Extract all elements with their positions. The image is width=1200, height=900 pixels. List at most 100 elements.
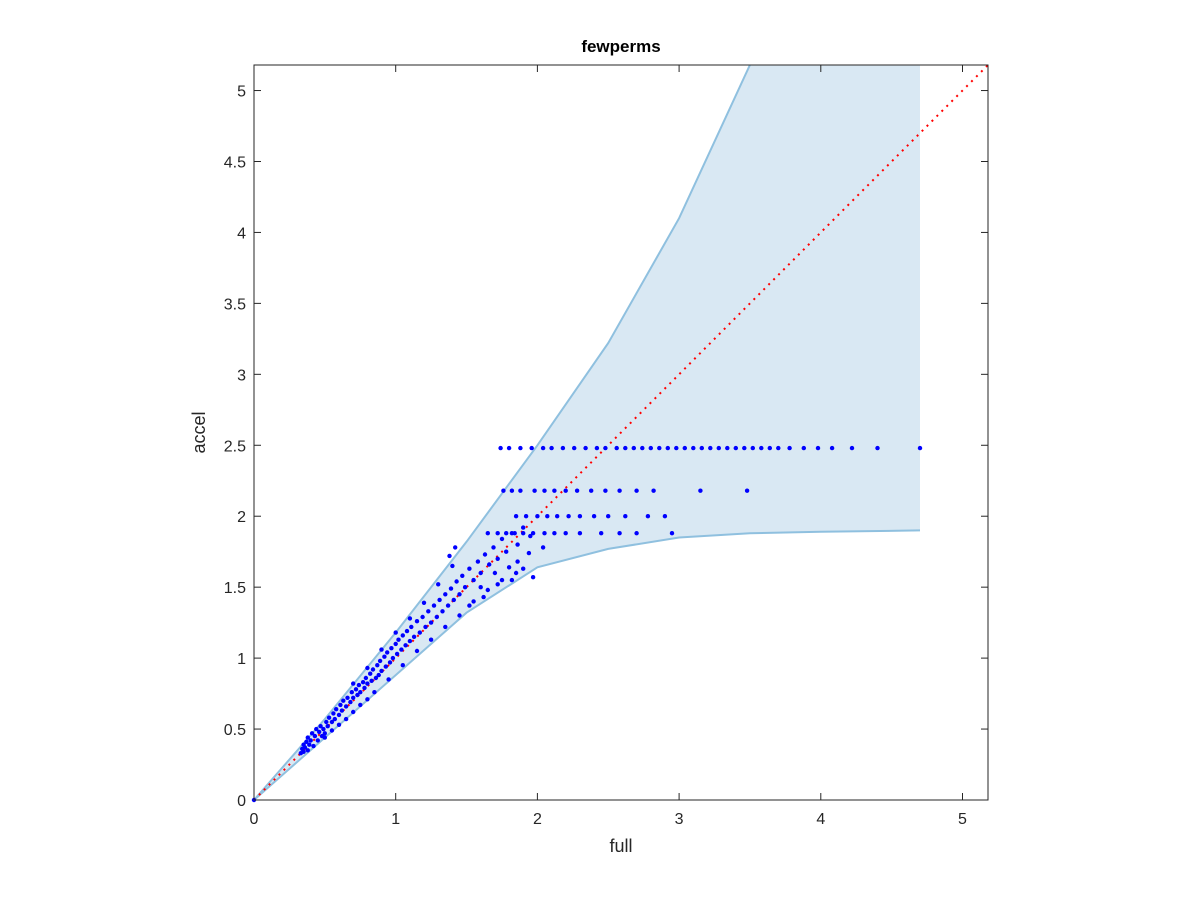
data-point	[566, 514, 571, 519]
x-tick-label: 3	[675, 811, 684, 828]
data-point	[506, 445, 512, 451]
data-point	[589, 488, 594, 493]
data-point	[744, 488, 750, 493]
data-point	[542, 531, 547, 536]
data-point	[501, 488, 506, 493]
data-point	[526, 550, 532, 556]
data-point	[317, 729, 322, 735]
data-point	[665, 445, 670, 451]
data-point	[358, 690, 363, 695]
data-point	[351, 709, 356, 715]
data-point	[599, 531, 604, 536]
data-point	[583, 445, 588, 451]
data-point	[377, 658, 383, 664]
data-point	[532, 488, 537, 493]
data-point	[577, 514, 583, 519]
data-point	[801, 445, 806, 451]
data-point	[467, 603, 472, 608]
data-point	[499, 536, 505, 542]
data-point	[634, 531, 639, 536]
data-point	[542, 488, 547, 493]
data-point	[332, 716, 337, 722]
data-point	[400, 633, 405, 638]
data-point	[351, 681, 356, 686]
data-point	[614, 445, 619, 451]
data-point	[482, 552, 488, 557]
data-point	[530, 531, 536, 536]
data-point	[348, 699, 353, 705]
data-point	[552, 488, 557, 493]
data-point	[515, 542, 520, 547]
data-point	[326, 715, 332, 720]
data-point	[617, 488, 622, 493]
y-tick-label: 3.5	[224, 296, 246, 313]
data-point	[379, 647, 384, 652]
data-point	[411, 634, 417, 639]
data-point	[631, 445, 636, 451]
data-point	[321, 726, 326, 732]
data-point	[759, 445, 764, 451]
data-point	[436, 582, 441, 587]
data-point	[334, 707, 339, 712]
data-point	[518, 445, 523, 451]
data-point	[617, 531, 622, 536]
data-point	[485, 587, 490, 593]
data-point	[331, 711, 336, 716]
data-point	[417, 630, 422, 635]
data-point	[640, 445, 645, 451]
data-point	[815, 445, 821, 451]
data-point	[574, 488, 580, 493]
data-point	[353, 687, 359, 692]
data-point	[674, 445, 679, 451]
data-point	[523, 514, 529, 519]
data-point	[393, 641, 398, 647]
data-point	[365, 681, 370, 686]
data-point	[396, 637, 401, 642]
y-tick-label: 2.5	[224, 438, 246, 455]
x-axis-label: full	[609, 836, 632, 856]
data-point	[448, 586, 454, 591]
data-point	[549, 445, 554, 451]
data-point	[360, 680, 366, 685]
data-point	[495, 531, 500, 536]
data-point	[492, 570, 498, 576]
data-point	[386, 677, 391, 682]
x-tick-label: 0	[250, 811, 259, 828]
data-point	[481, 594, 486, 600]
data-point	[414, 648, 420, 654]
data-point	[375, 663, 380, 668]
data-point	[399, 647, 404, 652]
data-point	[368, 671, 373, 676]
data-points	[251, 445, 923, 803]
data-point	[318, 724, 323, 729]
data-point	[563, 531, 568, 536]
data-point	[512, 531, 517, 536]
data-point	[495, 556, 500, 561]
data-point	[478, 570, 483, 576]
data-point	[447, 553, 452, 559]
data-point	[767, 445, 772, 451]
data-point	[450, 563, 455, 569]
data-point	[437, 597, 442, 603]
data-point	[358, 702, 363, 708]
data-point	[485, 531, 490, 536]
data-point	[518, 488, 523, 493]
data-point	[462, 585, 468, 590]
data-point	[509, 577, 515, 583]
data-point	[355, 692, 360, 698]
data-point	[560, 445, 566, 451]
data-point	[716, 445, 721, 451]
y-tick-label: 4.5	[224, 154, 246, 171]
data-point	[498, 445, 503, 451]
data-point	[409, 624, 414, 630]
data-point	[372, 690, 377, 695]
data-point	[305, 735, 310, 740]
data-point	[428, 637, 434, 642]
chart-title: fewperms	[581, 37, 660, 56]
data-point	[369, 678, 374, 683]
data-point	[370, 667, 376, 672]
data-point	[407, 638, 413, 644]
data-point	[555, 514, 560, 519]
data-point	[513, 570, 519, 576]
data-point	[545, 514, 550, 519]
